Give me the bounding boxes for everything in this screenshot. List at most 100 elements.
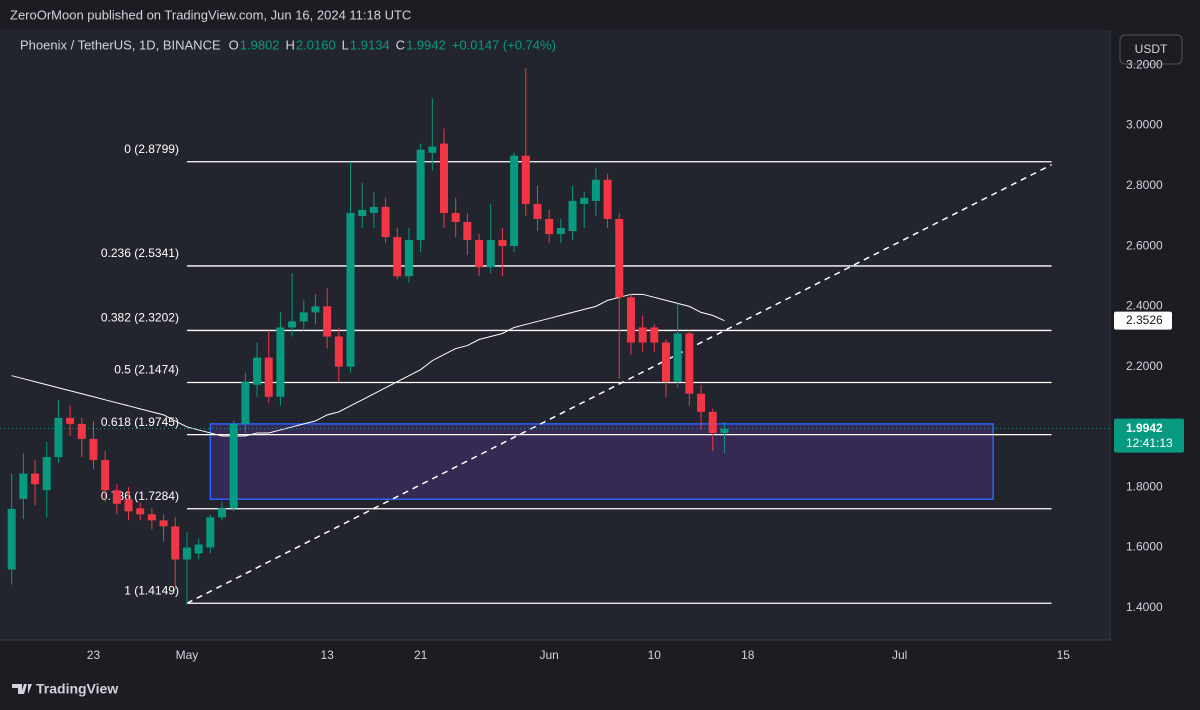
fib-level-label: 0.236 (2.5341) (101, 246, 179, 260)
candle-body (7, 508, 16, 570)
x-tick-label: 23 (87, 648, 101, 662)
ohlc-key: O (229, 37, 239, 52)
candle-body (253, 357, 262, 385)
candle-body (475, 240, 484, 268)
y-tick-label: 2.6000 (1126, 238, 1163, 252)
y-tick-label: 2.2000 (1126, 359, 1163, 373)
candle-body (498, 240, 507, 247)
candle-body (521, 155, 530, 204)
candle-body (638, 327, 647, 343)
candle-body (194, 544, 203, 554)
candle-body (463, 221, 472, 241)
candle-body (708, 411, 717, 433)
x-tick-label: Jul (892, 648, 907, 662)
candle-body (673, 333, 682, 382)
candle-body (720, 428, 729, 433)
brand-name: TradingView (36, 681, 118, 697)
candle-body (428, 146, 437, 153)
candle-body (416, 149, 425, 241)
y-tick-label: 1.4000 (1126, 600, 1163, 614)
plot-area: 0 (2.8799) 0.236 (2.5341) 0.382 (2.3202) 0.… (0, 68, 1110, 605)
candle-body (697, 393, 706, 412)
candle-body (89, 438, 98, 461)
x-tick-label: 18 (741, 648, 755, 662)
footer-logo: TradingView (12, 681, 118, 697)
ma-price-label: 2.3526 (1126, 313, 1163, 327)
publisher-line: ZeroOrMoon published on TradingView.com,… (10, 7, 411, 22)
moving-average (11, 293, 725, 437)
candle-body (54, 417, 63, 458)
candle-body (486, 240, 495, 268)
countdown-label: 12:41:13 (1126, 436, 1173, 450)
candle-body (136, 508, 145, 515)
x-tick-label: 21 (414, 648, 428, 662)
x-tick-label: 15 (1057, 648, 1071, 662)
candle-body (124, 499, 133, 512)
candle-body (19, 473, 28, 499)
ohlc-value: 1.9802 (240, 37, 280, 52)
candle-body (626, 297, 635, 343)
fib-level-label: 0.618 (1.9745) (101, 415, 179, 429)
candle-body (591, 179, 600, 201)
candle-body (159, 520, 168, 527)
candle-body (369, 206, 378, 213)
candle-body (381, 206, 390, 238)
candle-body (556, 228, 565, 235)
candle-body (545, 218, 554, 235)
last-price-box (1114, 418, 1184, 453)
candle-body (112, 490, 121, 504)
ohlc-key: C (396, 37, 405, 52)
x-tick-label: Jun (539, 648, 558, 662)
candle-body (533, 203, 542, 219)
candle-body (358, 209, 367, 216)
x-tick-label: 13 (320, 648, 334, 662)
candle-body (580, 197, 589, 204)
y-tick-label: 1.6000 (1126, 540, 1163, 554)
fib-level-label: 0.5 (2.1474) (114, 363, 179, 377)
candle-body (241, 381, 250, 424)
candle-body (615, 218, 624, 298)
last-price-label: 1.9942 (1126, 421, 1163, 435)
candle-body (323, 306, 332, 337)
candle-body (346, 212, 355, 367)
candle-body (206, 517, 215, 548)
trendline (186, 164, 1052, 604)
logo-icon (12, 684, 32, 694)
candle-body (510, 155, 519, 247)
y-tick-label: 3.2000 (1126, 57, 1163, 71)
ohlc-key: L (342, 37, 349, 52)
candle-body (171, 526, 180, 560)
candle-body (101, 460, 110, 491)
y-tick-label: 3.0000 (1126, 118, 1163, 132)
candle-body (299, 312, 308, 322)
candle-body (77, 423, 86, 439)
candle-body (451, 212, 460, 222)
candle-body (147, 514, 156, 521)
candle-body (685, 333, 694, 394)
ma-price-box (1114, 311, 1172, 330)
candle-body (603, 179, 612, 219)
y-tick-label: 2.4000 (1126, 299, 1163, 313)
chart-pane (0, 30, 1110, 640)
candle-body (229, 423, 238, 509)
support-zone (209, 423, 994, 501)
currency-label[interactable]: USDT (1135, 42, 1168, 56)
candle-body (218, 508, 226, 518)
candle-body (276, 327, 285, 397)
change-value: +0.0147 (+0.74%) (452, 37, 556, 52)
currency-button[interactable] (1119, 34, 1183, 65)
candle-body (42, 457, 51, 491)
candle-body (393, 237, 402, 277)
candle-body (650, 327, 659, 343)
fib-level-label: 0.382 (2.3202) (101, 311, 179, 325)
fib-level-label: 1 (1.4149) (124, 583, 179, 597)
y-tick-label: 2.8000 (1126, 178, 1163, 192)
ohlc-value: 1.9942 (406, 37, 446, 52)
ohlc-value: 2.0160 (296, 37, 336, 52)
x-tick-label: 10 (648, 648, 662, 662)
candle-body (440, 143, 448, 213)
fib-level-label: 0 (2.8799) (124, 142, 179, 156)
fib-level-label: 0.786 (1.7284) (101, 489, 179, 503)
candle-body (404, 240, 413, 277)
